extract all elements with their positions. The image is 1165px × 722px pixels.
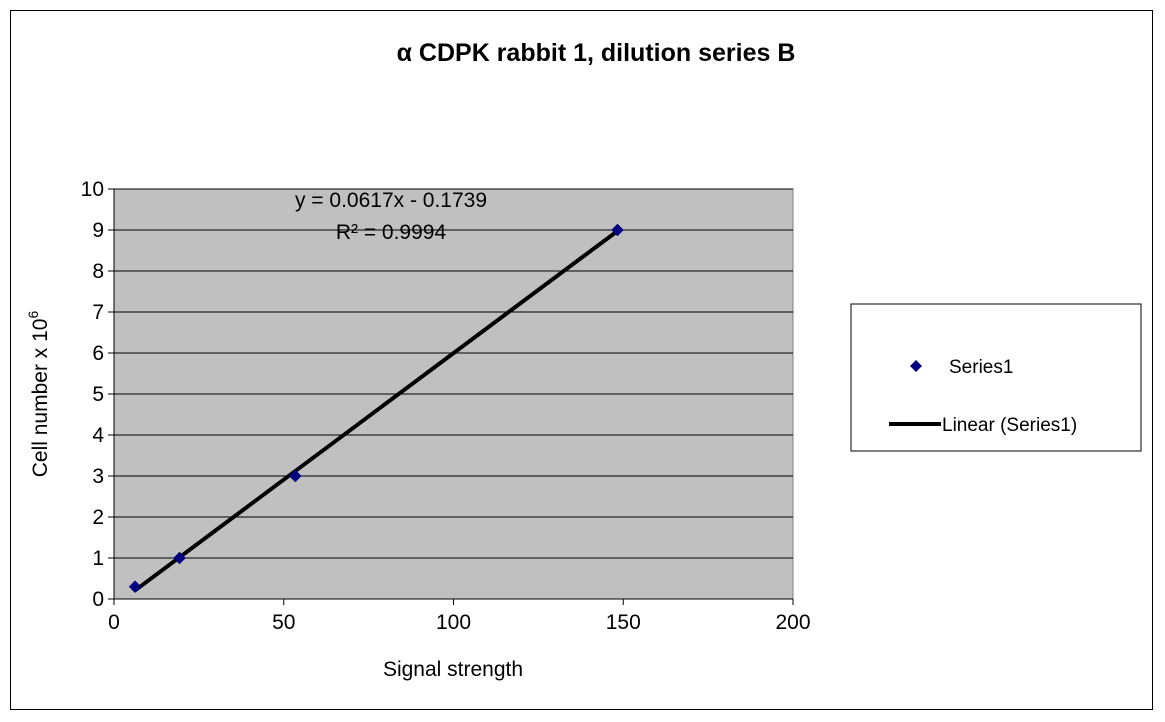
data-point	[128, 580, 142, 594]
legend-series1-marker-icon	[910, 360, 922, 372]
legend-box	[850, 303, 1142, 452]
y-tick-label: 9	[92, 219, 104, 242]
y-tick-label: 2	[92, 506, 104, 529]
data-point	[288, 469, 302, 483]
y-axis-label-group: Cell number x 106	[25, 311, 52, 478]
chart-frame: α CDPK rabbit 1, dilution series B 0 1 2 3 4…	[10, 10, 1153, 710]
y-tick-label: 10	[81, 178, 104, 201]
x-tick-label: 0	[108, 611, 120, 634]
y-tick-label: 7	[92, 301, 104, 324]
x-tick-label: 50	[272, 611, 295, 634]
x-tick-label: 150	[606, 611, 641, 634]
chart-canvas: α CDPK rabbit 1, dilution series B 0 1 2 3 4…	[25, 39, 1142, 681]
grid-lines	[114, 188, 793, 559]
y-axis-label-text: Cell number x 10	[29, 319, 52, 478]
y-tick-label: 4	[92, 424, 104, 447]
axes	[108, 188, 794, 605]
y-axis-label-superscript: 6	[25, 311, 41, 319]
y-tick-label: 5	[92, 383, 104, 406]
y-tick-label: 1	[92, 547, 104, 570]
data-points	[128, 223, 624, 594]
legend-trendline-label: Linear (Series1)	[942, 415, 1077, 436]
x-tick-label: 100	[436, 611, 471, 634]
legend-series1-label: Series1	[949, 357, 1013, 378]
trendline-equation: y = 0.0617x - 0.1739	[295, 189, 487, 212]
trendline-layer	[133, 229, 619, 593]
chart-title: α CDPK rabbit 1, dilution series B	[397, 39, 796, 67]
y-axis-label: Cell number x 106	[25, 311, 52, 478]
x-tick-label: 200	[775, 611, 810, 634]
y-tick-label: 6	[92, 342, 104, 365]
trendline	[133, 229, 619, 593]
x-axis-label: Signal strength	[383, 658, 523, 681]
trendline-r2: R² = 0.9994	[336, 221, 447, 244]
data-point	[173, 551, 186, 565]
y-tick-label: 0	[92, 588, 104, 611]
data-point	[611, 223, 624, 237]
legend: Series1 Linear (Series1)	[850, 303, 1142, 452]
y-tick-label: 3	[92, 465, 104, 488]
y-tick-label: 8	[92, 260, 104, 283]
